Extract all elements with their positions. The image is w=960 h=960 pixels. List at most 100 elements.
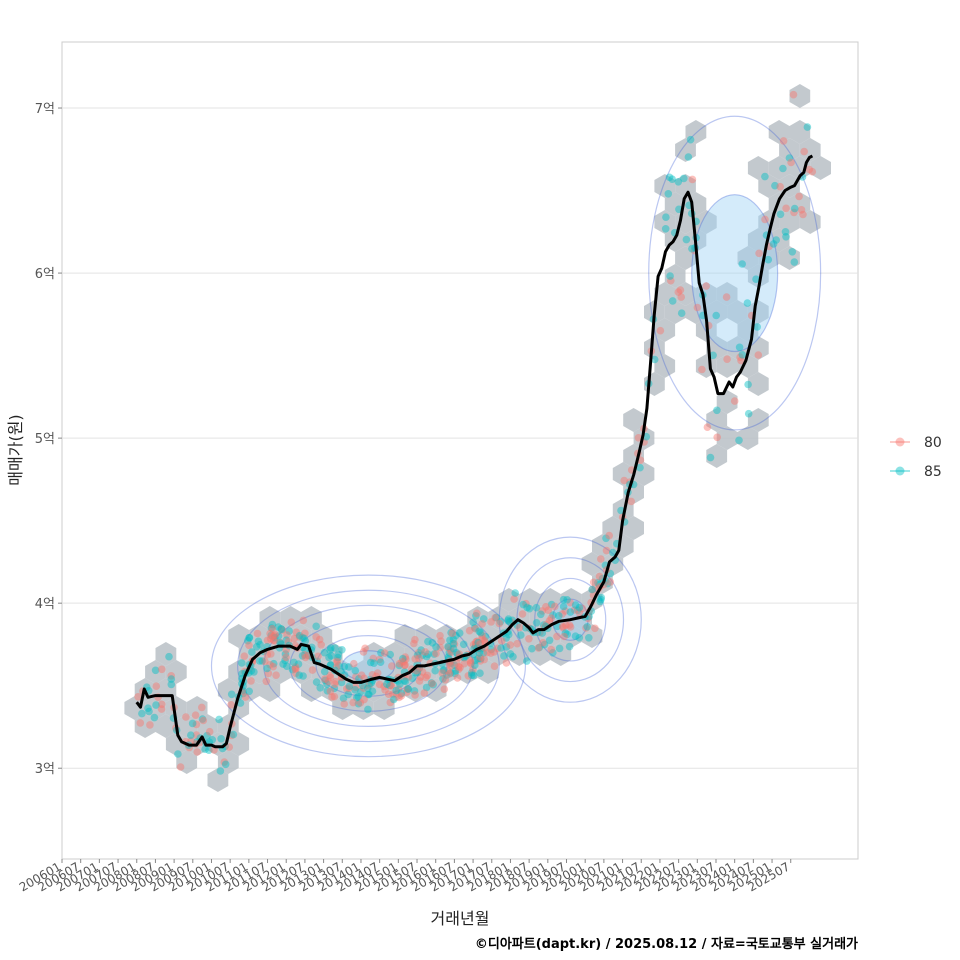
data-point: [446, 636, 454, 644]
data-point: [566, 598, 575, 607]
data-point: [283, 662, 291, 670]
data-point: [353, 693, 361, 702]
data-point: [381, 686, 389, 694]
hexbin-cell: [716, 282, 738, 306]
data-point: [464, 672, 473, 680]
data-point: [528, 644, 536, 653]
hexbin-cell: [165, 732, 187, 756]
data-point: [220, 758, 229, 766]
data-point: [263, 636, 272, 645]
data-point: [187, 737, 196, 745]
hexbin-cell: [747, 336, 769, 360]
data-point: [474, 638, 482, 647]
data-point: [397, 689, 406, 698]
data-point: [538, 629, 547, 637]
hexbin-cell: [685, 300, 707, 324]
data-point: [281, 656, 289, 665]
hexbin-cell: [664, 264, 686, 288]
data-point: [277, 625, 285, 633]
data-point: [475, 627, 484, 636]
hexbin-cell: [488, 642, 509, 666]
data-point: [351, 666, 360, 675]
data-point: [471, 656, 479, 665]
data-point: [389, 690, 397, 698]
data-point: [288, 665, 297, 674]
data-point: [277, 625, 286, 634]
data-point: [668, 297, 677, 305]
data-point: [480, 655, 489, 664]
hexbin-cell: [664, 192, 686, 216]
hexbin-cell: [529, 606, 551, 630]
data-point: [444, 642, 452, 651]
data-point: [597, 555, 605, 563]
data-point: [559, 602, 568, 611]
data-point: [713, 406, 721, 415]
data-point: [451, 669, 459, 678]
data-point: [667, 276, 675, 285]
data-point: [321, 675, 329, 683]
data-point: [408, 674, 417, 683]
data-point: [790, 258, 799, 266]
hexbin-cell: [332, 660, 353, 684]
data-point: [490, 662, 499, 670]
data-point: [575, 634, 584, 642]
hexbin-cell: [789, 120, 811, 144]
data-point: [198, 715, 207, 723]
data-point: [332, 663, 341, 672]
data-point: [274, 623, 283, 631]
data-point: [354, 692, 363, 701]
data-point: [364, 705, 372, 714]
data-point: [290, 634, 299, 643]
data-point: [476, 628, 485, 637]
data-point: [345, 663, 353, 671]
data-point: [272, 671, 280, 679]
hexbin-cell: [747, 408, 769, 432]
data-point: [436, 643, 445, 652]
data-point: [375, 655, 384, 664]
data-point: [674, 288, 683, 296]
data-point: [713, 433, 721, 442]
data-point: [215, 715, 223, 724]
data-point: [797, 206, 806, 214]
hexbin-cell: [654, 318, 676, 342]
data-point: [205, 727, 214, 736]
data-point: [471, 624, 479, 632]
data-point: [440, 666, 448, 674]
data-point: [430, 650, 438, 658]
data-point: [513, 639, 521, 648]
hexbin-cell: [301, 678, 322, 702]
data-point: [650, 355, 659, 364]
data-point: [339, 694, 348, 703]
data-point: [702, 282, 710, 290]
data-point: [352, 672, 360, 681]
data-point: [402, 655, 410, 664]
density-contour: [648, 115, 822, 431]
data-point: [258, 657, 267, 665]
data-point: [469, 618, 478, 627]
data-point: [327, 644, 335, 652]
data-point: [480, 636, 489, 645]
data-point: [620, 476, 628, 485]
x-axis-title: 거래년월: [431, 909, 490, 928]
data-point: [400, 677, 409, 685]
data-point: [403, 688, 411, 696]
hexbin-cell: [425, 642, 447, 666]
hexbin-cell: [716, 354, 738, 378]
data-point: [248, 648, 256, 656]
data-point: [453, 674, 462, 682]
hexbin-cell: [633, 462, 655, 486]
data-point: [240, 652, 249, 660]
data-point: [182, 713, 190, 721]
hexbin-cell: [602, 516, 624, 540]
data-point: [450, 661, 459, 669]
density-contour: [534, 577, 607, 662]
data-point: [754, 351, 763, 359]
data-point: [263, 664, 271, 673]
hexbin-cell: [301, 606, 322, 630]
data-point: [287, 618, 296, 626]
data-point: [145, 707, 153, 716]
data-point: [662, 213, 670, 221]
data-point: [394, 685, 403, 693]
data-point: [597, 595, 605, 604]
data-point: [467, 659, 475, 668]
